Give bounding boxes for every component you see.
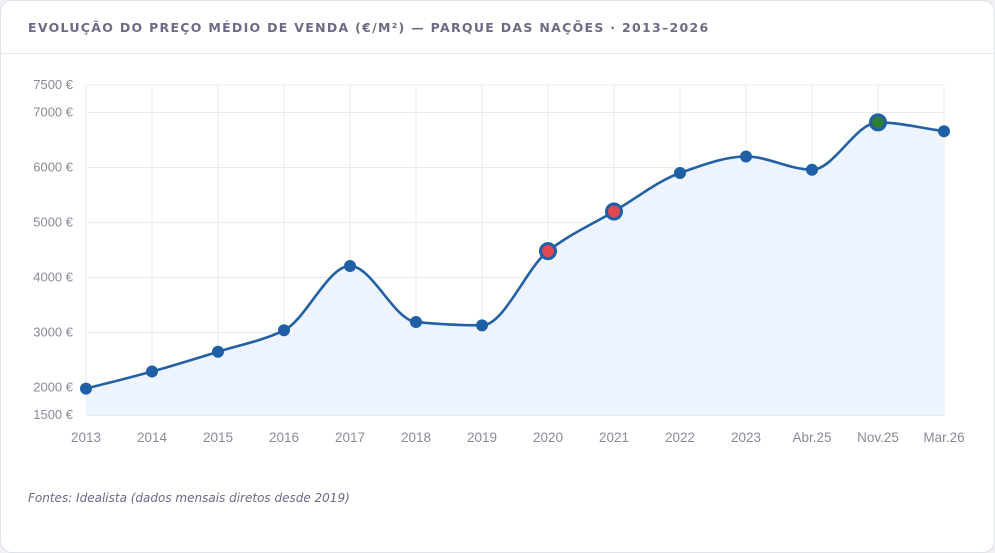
data-point bbox=[212, 345, 224, 358]
y-tick-label: 1500 € bbox=[33, 407, 74, 422]
x-tick-label: Abr.25 bbox=[792, 430, 831, 445]
series-line bbox=[85, 121, 945, 390]
x-tick-label: 2022 bbox=[665, 430, 695, 445]
data-point bbox=[674, 167, 686, 179]
y-tick-label: 4000 € bbox=[33, 270, 74, 285]
data-point bbox=[344, 259, 356, 272]
x-tick-label: 2020 bbox=[533, 430, 563, 445]
data-point bbox=[740, 150, 752, 163]
data-point bbox=[146, 365, 158, 378]
y-tick-label: 6000 € bbox=[33, 160, 74, 175]
y-tick-label: 5000 € bbox=[33, 215, 74, 230]
price-line-chart: 1500 € 2000 € 3000 € 4000 € 5000 € 6000 € 7000… bbox=[33, 77, 964, 445]
data-point-highlight bbox=[869, 113, 887, 132]
x-tick-label: Mar.26 bbox=[923, 430, 964, 445]
chart-area: 1500 € 2000 € 3000 € 4000 € 5000 € 6000 € 7000… bbox=[1, 54, 994, 464]
x-tick-label: 2023 bbox=[731, 430, 761, 445]
y-tick-label: 3000 € bbox=[33, 325, 74, 340]
data-point bbox=[938, 125, 950, 138]
series-area bbox=[86, 122, 944, 416]
x-tick-label: 2017 bbox=[335, 430, 365, 445]
x-tick-label: 2018 bbox=[401, 430, 431, 445]
x-tick-label: 2016 bbox=[269, 430, 299, 445]
data-point bbox=[476, 319, 488, 332]
x-tick-label: Nov.25 bbox=[857, 430, 899, 445]
x-tick-label: 2021 bbox=[599, 430, 629, 445]
data-point-highlight bbox=[539, 242, 557, 261]
y-tick-label: 2000 € bbox=[33, 380, 74, 395]
data-point bbox=[410, 316, 422, 329]
x-tick-label: 2014 bbox=[137, 430, 168, 445]
data-point bbox=[80, 382, 92, 395]
data-point bbox=[278, 324, 290, 337]
source-note: Fontes: Idealista (dados mensais diretos… bbox=[28, 491, 350, 505]
chart-title: EVOLUÇÃO DO PREÇO MÉDIO DE VENDA (€/M²) … bbox=[28, 19, 710, 35]
y-tick-label: 7000 € bbox=[33, 105, 74, 120]
x-tick-label: 2019 bbox=[467, 430, 497, 445]
x-tick-label: 2013 bbox=[71, 430, 101, 445]
y-tick-label: 7500 € bbox=[33, 77, 74, 92]
data-point-highlight bbox=[605, 202, 623, 221]
data-point bbox=[806, 163, 818, 176]
card-header: EVOLUÇÃO DO PREÇO MÉDIO DE VENDA (€/M²) … bbox=[1, 1, 994, 54]
x-tick-label: 2015 bbox=[203, 430, 233, 445]
